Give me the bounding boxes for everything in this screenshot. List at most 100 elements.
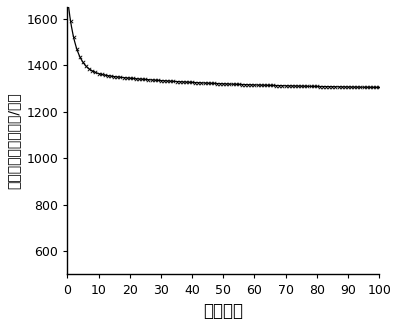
Point xyxy=(341,84,348,90)
Point xyxy=(205,80,211,86)
Point xyxy=(148,77,155,82)
Point xyxy=(101,73,108,78)
Point xyxy=(236,82,242,87)
Point xyxy=(267,83,273,88)
Point xyxy=(96,71,102,76)
Point xyxy=(208,81,214,86)
Point xyxy=(130,76,136,81)
Point xyxy=(105,73,111,78)
Point xyxy=(376,85,382,90)
Point xyxy=(345,84,351,90)
Point xyxy=(192,80,198,85)
Point xyxy=(80,60,86,65)
Point xyxy=(127,76,133,81)
Point xyxy=(161,78,167,83)
Point xyxy=(136,77,142,82)
Point xyxy=(183,79,189,85)
Point xyxy=(310,84,317,89)
Point xyxy=(363,85,370,90)
Point xyxy=(242,82,248,87)
Point xyxy=(373,85,379,90)
Point xyxy=(220,81,226,86)
Point xyxy=(317,84,323,89)
Point xyxy=(232,82,239,87)
Point xyxy=(92,70,99,75)
Point xyxy=(114,74,121,79)
Point xyxy=(336,84,342,90)
Point xyxy=(283,83,289,88)
Point xyxy=(152,77,158,83)
Point xyxy=(120,75,127,80)
Point xyxy=(108,74,114,79)
Point xyxy=(226,81,233,87)
Point xyxy=(70,35,77,40)
Point xyxy=(248,82,254,87)
Point xyxy=(360,85,367,90)
Point xyxy=(295,83,301,89)
Point xyxy=(198,80,205,85)
Point xyxy=(239,82,245,87)
Point xyxy=(258,82,264,88)
Point xyxy=(139,77,145,82)
Point xyxy=(339,84,345,90)
Point xyxy=(354,84,361,90)
Point xyxy=(348,84,354,90)
Point xyxy=(111,74,117,79)
Point xyxy=(117,75,123,80)
Point xyxy=(326,84,332,89)
Point xyxy=(83,63,89,69)
Point xyxy=(357,85,364,90)
Point xyxy=(245,82,252,87)
Point xyxy=(145,77,152,82)
Point xyxy=(223,81,230,87)
Point xyxy=(279,83,286,88)
Point xyxy=(142,77,148,82)
Point xyxy=(254,82,261,88)
Point xyxy=(86,66,92,72)
Point xyxy=(251,82,258,88)
Point xyxy=(123,75,130,80)
Point xyxy=(179,79,186,84)
Point xyxy=(264,83,270,88)
Point xyxy=(285,83,292,89)
Point xyxy=(170,79,177,84)
Point xyxy=(214,81,220,86)
Point xyxy=(304,84,310,89)
Point xyxy=(186,80,192,85)
Point xyxy=(289,83,295,89)
Point xyxy=(67,18,74,24)
Point xyxy=(370,85,376,90)
Point xyxy=(307,84,314,89)
Point xyxy=(201,80,208,86)
Point xyxy=(270,83,276,88)
Point xyxy=(298,83,304,89)
Point xyxy=(323,84,329,89)
Point xyxy=(173,79,179,84)
Point xyxy=(99,72,105,77)
Point xyxy=(292,83,298,89)
Point xyxy=(276,83,283,88)
Point xyxy=(74,46,80,51)
Point xyxy=(167,78,174,84)
Point xyxy=(164,78,170,84)
Point xyxy=(320,84,326,89)
X-axis label: 循环次数: 循环次数 xyxy=(203,302,243,320)
Y-axis label: 放电比容量（毫安时/克）: 放电比容量（毫安时/克） xyxy=(7,92,21,189)
Point xyxy=(154,78,161,83)
Point xyxy=(367,85,373,90)
Point xyxy=(176,79,183,84)
Point xyxy=(77,54,83,60)
Point xyxy=(332,84,339,89)
Point xyxy=(229,81,236,87)
Point xyxy=(301,84,308,89)
Point xyxy=(261,83,267,88)
Point xyxy=(133,76,139,81)
Point xyxy=(351,84,357,90)
Point xyxy=(189,80,195,85)
Point xyxy=(211,81,217,86)
Point xyxy=(217,81,223,86)
Point xyxy=(158,78,164,83)
Point xyxy=(89,68,96,74)
Point xyxy=(314,84,320,89)
Point xyxy=(329,84,336,89)
